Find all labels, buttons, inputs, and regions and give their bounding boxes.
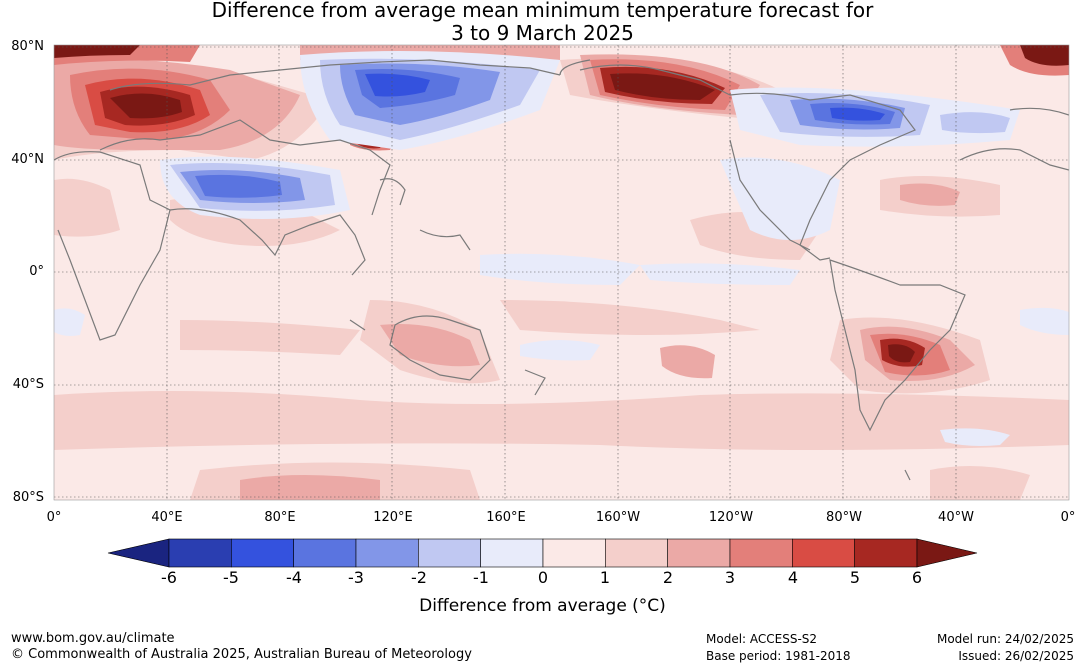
lat-label-40n: 40°N <box>11 152 44 167</box>
colorbar <box>107 538 978 568</box>
colorbar-tick: -6 <box>161 568 177 587</box>
lon-label-120w: 120°W <box>708 510 754 525</box>
lon-label-80w: 80°W <box>826 510 862 525</box>
footer-model-run: Model run: 24/02/2025 <box>936 632 1074 646</box>
colorbar-segment <box>168 538 232 568</box>
footer-model: Model: ACCESS-S2 <box>706 632 818 646</box>
footer-copyright: © Commonwealth of Australia 2025, Austra… <box>11 647 472 662</box>
colorbar-tick: 3 <box>724 568 736 587</box>
chart-title-line2: 3 to 9 March 2025 <box>451 21 634 45</box>
lon-label-160w: 160°W <box>595 510 641 525</box>
colorbar-segment <box>667 538 731 568</box>
lon-label-40e: 40°E <box>151 510 183 525</box>
anomaly-negative-regions <box>54 51 1069 446</box>
colorbar-tick: -2 <box>411 568 427 587</box>
colorbar-segment <box>792 538 855 568</box>
colorbar-arrow-low <box>107 538 170 568</box>
colorbar-segment <box>231 538 294 568</box>
coastlines <box>54 59 1069 481</box>
colorbar-segment <box>854 538 918 568</box>
colorbar-tick: -5 <box>223 568 239 587</box>
chart-title-line1: Difference from average mean minimum tem… <box>211 0 874 22</box>
colorbar-tick: -1 <box>473 568 489 587</box>
colorbar-tick: 5 <box>849 568 861 587</box>
colorbar-tick: 1 <box>599 568 611 587</box>
colorbar-segment <box>355 538 419 568</box>
footer-issued: Issued: 26/02/2025 <box>958 649 1074 663</box>
colorbar-arrow-high <box>916 538 978 568</box>
colorbar-tick: -3 <box>348 568 364 587</box>
colorbar-tick: 4 <box>787 568 799 587</box>
footer-website: www.bom.gov.au/climate <box>11 631 175 646</box>
colorbar-tick: 2 <box>662 568 674 587</box>
forecast-map <box>53 44 1070 501</box>
anomaly-4-plus-regions <box>54 45 1069 367</box>
colorbar-segment <box>542 538 606 568</box>
lon-label-40w: 40°W <box>938 510 974 525</box>
lat-label-80n: 80°N <box>11 39 44 54</box>
gridlines <box>54 45 1069 500</box>
lat-label-40s: 40°S <box>12 377 44 392</box>
colorbar-label: Difference from average (°C) <box>419 596 666 616</box>
lon-label-160e: 160°E <box>486 510 526 525</box>
footer-base-period: Base period: 1981-2018 <box>706 649 851 663</box>
colorbar-tick: -4 <box>286 568 302 587</box>
colorbar-tick: 6 <box>911 568 923 587</box>
lon-label-120e: 120°E <box>373 510 413 525</box>
colorbar-segment <box>729 538 793 568</box>
colorbar-segment <box>418 538 481 568</box>
map-frame <box>53 44 1070 501</box>
colorbar-segment <box>293 538 357 568</box>
lon-label-80e: 80°E <box>264 510 296 525</box>
lat-label-equator: 0° <box>29 264 44 279</box>
lon-label-0-right: 0° <box>1060 510 1076 525</box>
lon-label-0-left: 0° <box>46 510 62 525</box>
colorbar-tick: 0 <box>537 568 549 587</box>
lat-label-80s: 80°S <box>12 490 44 505</box>
colorbar-segment <box>480 538 544 568</box>
colorbar-segment <box>605 538 668 568</box>
